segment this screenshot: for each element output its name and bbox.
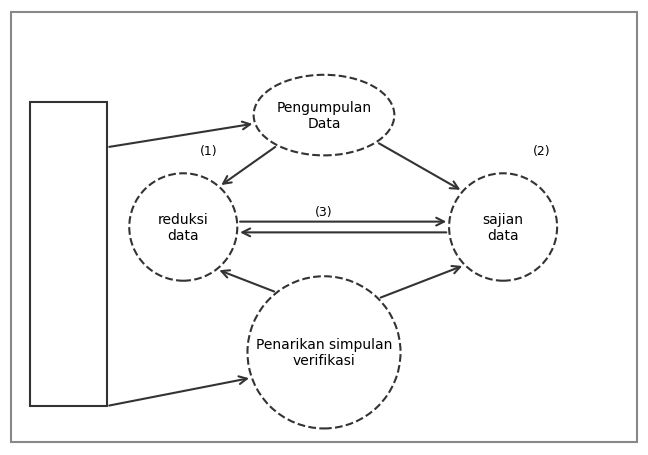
- Text: Penarikan simpulan
verifikasi: Penarikan simpulan verifikasi: [256, 338, 392, 368]
- Ellipse shape: [129, 174, 237, 281]
- Text: sajian
data: sajian data: [483, 212, 524, 243]
- Text: (3): (3): [315, 205, 333, 218]
- Text: (1): (1): [200, 145, 218, 158]
- Text: (2): (2): [533, 145, 550, 158]
- Text: reduksi
data: reduksi data: [158, 212, 209, 243]
- Ellipse shape: [253, 76, 395, 156]
- Ellipse shape: [449, 174, 557, 281]
- Text: Pengumpulan
Data: Pengumpulan Data: [277, 101, 371, 131]
- Ellipse shape: [248, 277, 400, 429]
- Bar: [30, 102, 106, 406]
